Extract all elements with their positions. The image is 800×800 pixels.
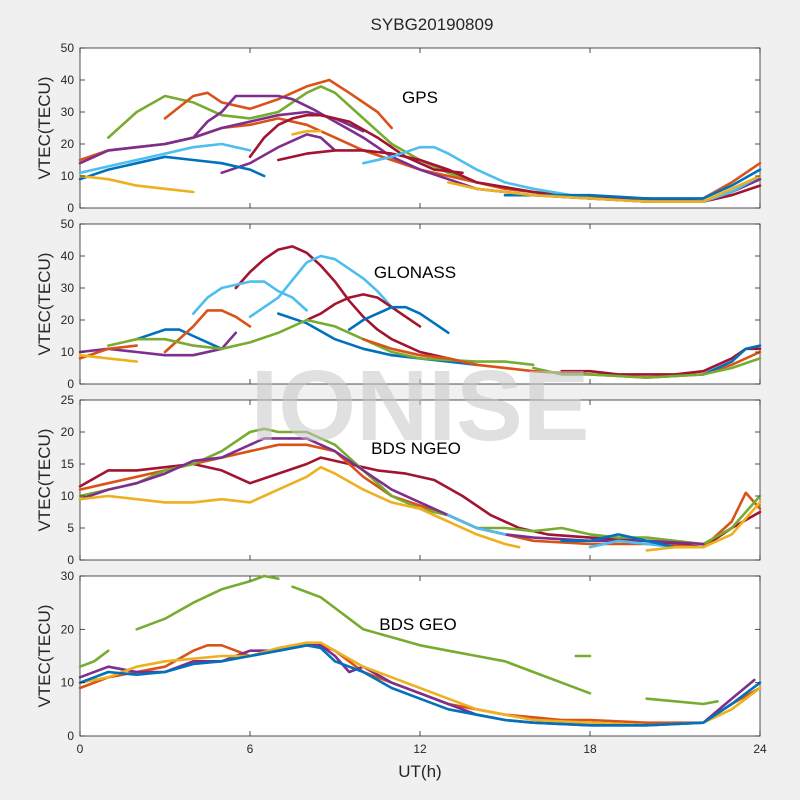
figure-title: SYBG20190809 — [371, 15, 494, 34]
series-line-orange — [163, 78, 393, 130]
y-tick-label: 0 — [67, 201, 74, 215]
y-tick-label: 40 — [61, 73, 75, 87]
y-tick-label: 0 — [67, 729, 74, 743]
series-line-darkred — [248, 113, 464, 175]
y-tick-label: 50 — [61, 41, 75, 55]
y-tick-label: 20 — [61, 622, 75, 636]
panel-1: 0 10 20 30 40 50 VTEC(TECU) GPS — [35, 41, 762, 215]
y-tick-label: 20 — [61, 425, 75, 439]
series-line-blue — [78, 644, 762, 727]
y-tick-label: 0 — [67, 377, 74, 391]
x-tick-label: 6 — [247, 742, 254, 756]
series-line-darkred — [234, 245, 478, 367]
panel-label: GLONASS — [374, 263, 456, 282]
y-tick-label: 15 — [61, 457, 75, 471]
series-line-green — [78, 649, 110, 668]
series-line-blue — [277, 312, 478, 367]
series-line-orange — [163, 309, 252, 354]
series-line-yellow — [78, 641, 762, 727]
y-tick-label: 10 — [61, 676, 75, 690]
panel-4: 0 10 20 30 0 6 12 18 24 VTEC(TECU) BDS GEO — [35, 569, 767, 756]
series-line-cyan — [588, 539, 677, 549]
x-tick-label: 0 — [77, 742, 84, 756]
y-axis-label: VTEC(TECU) — [35, 605, 54, 708]
y-tick-label: 30 — [61, 105, 75, 119]
series-line-purple — [78, 437, 705, 546]
y-tick-label: 40 — [61, 249, 75, 263]
series-line-yellow — [78, 353, 138, 363]
series-line-cyan — [78, 142, 252, 175]
x-tick-label: 12 — [413, 742, 427, 756]
y-tick-label: 50 — [61, 217, 75, 231]
y-tick-label: 10 — [61, 345, 75, 359]
series-line-blue — [347, 305, 450, 335]
series-line-green — [135, 574, 280, 631]
y-tick-label: 5 — [67, 521, 74, 535]
y-tick-label: 30 — [61, 281, 75, 295]
panel-2: 0 10 20 30 40 50 VTEC(TECU) GLONASS — [35, 217, 762, 391]
y-axis-label: VTEC(TECU) — [35, 429, 54, 532]
y-tick-label: 10 — [61, 169, 75, 183]
series-line-green — [645, 697, 719, 706]
watermark-text: IONISE — [251, 350, 590, 462]
y-tick-label: 0 — [67, 553, 74, 567]
x-tick-label: 18 — [583, 742, 597, 756]
series-line-yellow — [78, 174, 195, 194]
panel-3: 0 5 10 15 20 25 VTEC(TECU) BDS NGEO — [35, 393, 762, 567]
x-axis-label: UT(h) — [398, 762, 441, 781]
series-line-green — [291, 585, 592, 695]
series-line-cyan — [248, 254, 393, 319]
x-tick-label: 24 — [753, 742, 767, 756]
panel-label: BDS GEO — [379, 615, 456, 634]
series-line-cyan — [447, 513, 507, 536]
y-axis-label: VTEC(TECU) — [35, 77, 54, 180]
series-line-blue — [503, 168, 762, 200]
series-line-blue — [702, 344, 762, 376]
series-line-cyan — [192, 280, 308, 315]
series-line-purple — [220, 133, 337, 175]
series-line-darkred — [305, 293, 422, 328]
series-line-green — [78, 427, 762, 546]
series-line-yellow — [447, 174, 762, 203]
series-line-yellow — [78, 465, 521, 549]
y-axis-label: VTEC(TECU) — [35, 253, 54, 356]
y-tick-label: 10 — [61, 489, 75, 503]
plot-area — [79, 47, 761, 209]
series-line-blue — [78, 155, 266, 181]
series-line-green — [532, 357, 762, 379]
series-line-yellow — [645, 501, 762, 552]
y-tick-label: 20 — [61, 137, 75, 151]
y-tick-label: 20 — [61, 313, 75, 327]
panel-label: GPS — [402, 88, 438, 107]
y-tick-label: 25 — [61, 393, 75, 407]
y-tick-label: 30 — [61, 569, 75, 583]
series-line-yellow — [291, 129, 323, 136]
panel-label: BDS NGEO — [371, 439, 461, 458]
plot-area — [79, 399, 761, 561]
